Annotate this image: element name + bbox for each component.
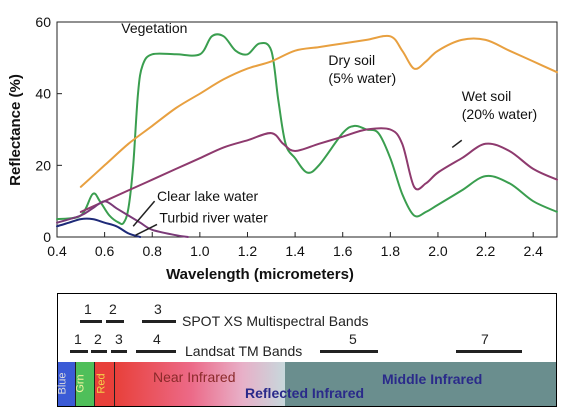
annotation-leader-line (135, 223, 158, 236)
spectrum-green-label: Grn (74, 374, 87, 393)
series-line-turbid-river-water (56, 200, 189, 238)
landsat-band-7-number: 7 (481, 331, 489, 347)
landsat-band-2-number: 2 (94, 331, 102, 347)
reflected-infrared-label: Reflected Infrared (245, 385, 365, 401)
x-tick-label: 1.6 (333, 243, 353, 259)
spectrum-red-label: Red (95, 373, 108, 394)
landsat-band-1-dash (70, 350, 88, 353)
x-tick-label: 1.4 (285, 243, 305, 259)
spot-band-3-dash (142, 320, 176, 323)
x-axis-label: Wavelength (micrometers) (166, 266, 354, 283)
y-tick-label: 0 (43, 229, 51, 245)
y-tick-label: 40 (35, 86, 51, 102)
spectrum-blue: Blue (56, 362, 76, 406)
spectrum-green: Grn (74, 362, 95, 406)
band-legend-panel: 1 2 3 SPOT XS Multispectral Bands 1 2 3 … (57, 293, 557, 407)
x-tick-label: 0.4 (47, 243, 67, 259)
landsat-bands-label: Landsat TM Bands (185, 343, 303, 359)
spectrum-strip: Blue Grn Red Near Infrared Middle Infrar… (56, 362, 556, 406)
landsat-band-2-dash (91, 350, 107, 353)
y-axis-label: Reflectance (%) (7, 74, 24, 186)
x-tick-label: 2.0 (428, 243, 448, 259)
x-tick-label: 0.6 (95, 243, 115, 259)
plot-frame (56, 21, 558, 238)
annotation-label: Vegetation (121, 20, 187, 36)
x-tick-label: 2.2 (476, 243, 496, 259)
landsat-band-7-dash (456, 350, 522, 353)
series-line-clear-lake-water (56, 217, 142, 238)
x-tick-label: 1.2 (238, 243, 258, 259)
series-line-vegetation (56, 33, 558, 226)
spot-band-3-number: 3 (154, 301, 162, 317)
annotation-label: (5% water) (328, 70, 396, 86)
series-layer (56, 33, 558, 238)
x-tick-label: 1.0 (190, 243, 210, 259)
annotation-layer: Vegetation Dry soil (5% water) Wet soil (20%… (121, 20, 537, 236)
landsat-band-4-number: 4 (153, 331, 161, 347)
x-tick-label: 0.8 (143, 243, 163, 259)
axis-layer: 0.4 0.6 0.8 1.0 1.2 1.4 1.6 1.8 2.0 2.2 2.4 0 20 40 60 (35, 14, 543, 259)
annotation-label: Turbid river water (159, 210, 268, 226)
landsat-band-5-number: 5 (349, 331, 357, 347)
y-tick-label: 60 (35, 14, 51, 30)
series-line-dry-soil-5-water (79, 34, 558, 188)
spectrum-blue-label: Blue (56, 372, 69, 395)
spot-band-2-dash (106, 320, 124, 323)
reflectance-chart: 0.4 0.6 0.8 1.0 1.2 1.4 1.6 1.8 2.0 2.2 2.4 0 20 40 60… (7, 14, 558, 283)
spot-band-2-number: 2 (109, 301, 117, 317)
spectrum-near-infrared: Near Infrared (115, 362, 285, 406)
landsat-band-1-number: 1 (74, 331, 82, 347)
y-tick-label: 20 (35, 157, 51, 173)
spectrum-middle-infrared: Middle Infrared (285, 362, 556, 406)
x-tick-label: 1.8 (381, 243, 401, 259)
near-infrared-label: Near Infrared (153, 369, 236, 385)
annotation-leader-line (132, 200, 156, 227)
spot-band-1-number: 1 (84, 301, 92, 317)
annotation-leader-line (451, 139, 463, 149)
spot-band-1-dash (80, 320, 102, 323)
x-tick-label: 2.4 (523, 243, 543, 259)
annotation-label: Wet soil (462, 88, 512, 104)
plot-area-border (56, 21, 558, 238)
annotation-label: (20% water) (462, 106, 537, 122)
middle-infrared-label: Middle Infrared (382, 371, 483, 387)
landsat-band-3-dash (111, 350, 127, 353)
landsat-band-4-dash (136, 350, 176, 353)
spot-bands-label: SPOT XS Multispectral Bands (182, 313, 369, 329)
annotation-label: Dry soil (328, 52, 375, 68)
landsat-band-5-dash (320, 350, 378, 353)
series-line-wet-soil-20-water (79, 127, 558, 213)
landsat-band-3-number: 3 (115, 331, 123, 347)
spectrum-red: Red (95, 362, 115, 406)
annotation-label: Clear lake water (157, 188, 258, 204)
